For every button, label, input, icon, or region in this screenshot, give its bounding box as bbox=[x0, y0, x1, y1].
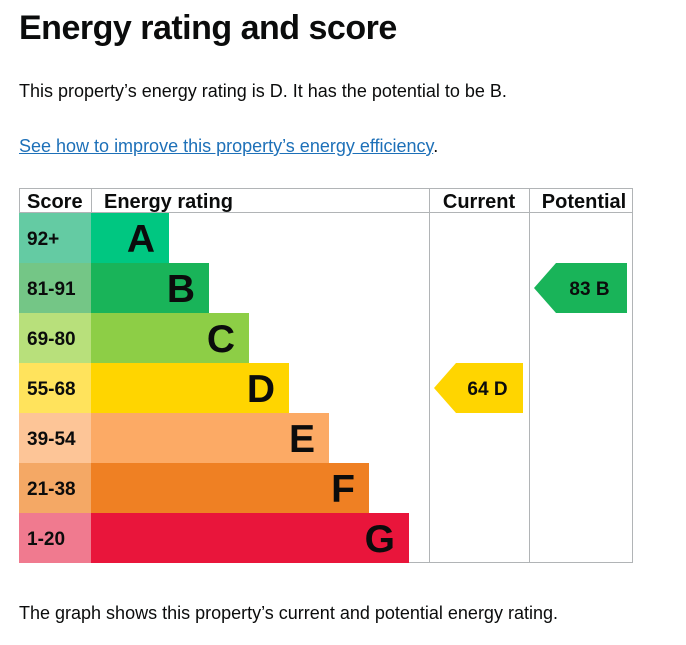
page-title: Energy rating and score bbox=[19, 9, 397, 47]
rating-bar-b bbox=[91, 263, 209, 313]
score-range-b: 81-91 bbox=[27, 279, 76, 300]
score-cell-c bbox=[19, 313, 91, 363]
rating-bar-a bbox=[91, 213, 169, 263]
potential-rating-arrow-label: 83 B bbox=[569, 279, 609, 300]
score-range-g: 1-20 bbox=[27, 529, 65, 550]
score-range-c: 69-80 bbox=[27, 329, 76, 350]
rating-summary: This property’s energy rating is D. It h… bbox=[19, 81, 507, 101]
potential-rating-arrow bbox=[534, 263, 627, 313]
rating-arrows: 64 D 83 B bbox=[434, 263, 627, 413]
improve-paragraph: See how to improve this property’s energ… bbox=[19, 134, 438, 158]
score-range-e: 39-54 bbox=[27, 429, 76, 450]
rating-bar-f bbox=[91, 463, 369, 513]
score-cell-d bbox=[19, 363, 91, 413]
chart-headers: Score Energy rating Current Potential bbox=[27, 191, 626, 213]
score-cell-e bbox=[19, 413, 91, 463]
score-cell-b bbox=[19, 263, 91, 313]
score-range-a: 92+ bbox=[27, 229, 59, 250]
rating-letter-c: C bbox=[207, 318, 235, 361]
score-cell-g bbox=[19, 513, 91, 563]
score-range-d: 55-68 bbox=[27, 379, 76, 400]
header-energy-rating: Energy rating bbox=[104, 191, 233, 213]
rating-letter-e: E bbox=[289, 418, 315, 461]
header-score: Score bbox=[27, 191, 83, 213]
rating-bar-e bbox=[91, 413, 329, 463]
score-range-f: 21-38 bbox=[27, 479, 76, 500]
rating-bar-c bbox=[91, 313, 249, 363]
chart-caption: The graph shows this property’s current … bbox=[19, 603, 558, 623]
rating-bar-g bbox=[91, 513, 409, 563]
rating-letter-g: G bbox=[365, 518, 395, 561]
improve-link-suffix: . bbox=[433, 136, 439, 156]
rating-letter-a: A bbox=[127, 218, 155, 261]
score-cell-a bbox=[19, 213, 91, 263]
header-potential: Potential bbox=[542, 191, 626, 213]
rating-letter-f: F bbox=[331, 468, 355, 511]
header-current: Current bbox=[443, 191, 516, 213]
rating-letter-d: D bbox=[247, 368, 275, 411]
current-rating-arrow-label: 64 D bbox=[467, 379, 507, 400]
improve-efficiency-link[interactable]: See how to improve this property’s energ… bbox=[19, 136, 434, 156]
current-rating-arrow bbox=[434, 363, 523, 413]
score-cell-f bbox=[19, 463, 91, 513]
rating-bar-d bbox=[91, 363, 289, 413]
rating-bands: 92+ A 81-91 B 69-80 C 55-68 D 39-54 E 21-38 F 1-20 G bbox=[19, 213, 409, 563]
rating-letter-b: B bbox=[167, 268, 195, 311]
